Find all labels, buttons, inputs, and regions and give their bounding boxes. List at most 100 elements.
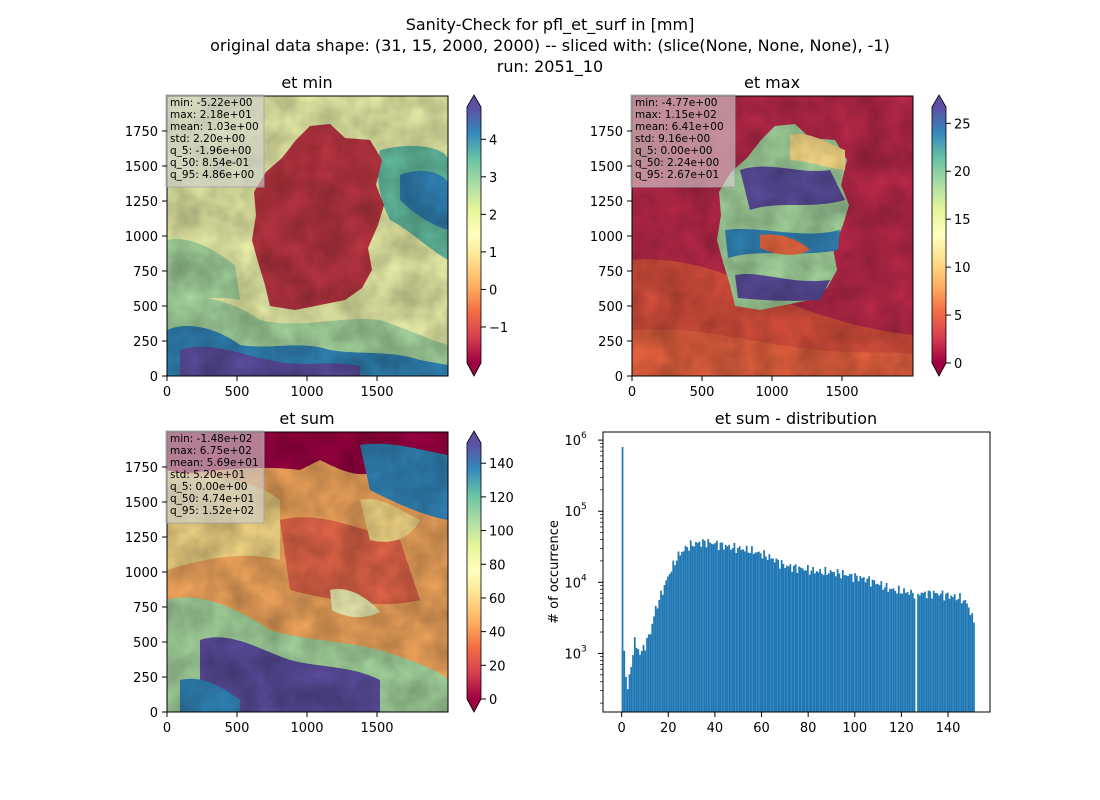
histogram-bar — [759, 553, 762, 712]
et-min-y-tick-1500: 1500 — [125, 160, 158, 175]
panel-et-max: et max min: -4.77e+00 max: 1.15e+02 mean… — [590, 73, 971, 400]
et-sum-x-ticks: 0 500 1000 1500 — [163, 712, 394, 736]
histogram-bar — [913, 598, 916, 712]
et-sum-y-ticks: 0 250 500 750 1000 1250 1500 1750 — [125, 461, 167, 721]
histogram-bar — [789, 564, 792, 712]
histogram-bar — [920, 592, 923, 712]
et-sum-x-tick-1500: 1500 — [360, 721, 393, 736]
histogram-bar — [791, 571, 794, 712]
et-max-y-tick-0: 0 — [615, 370, 623, 385]
histogram-bar — [868, 576, 870, 712]
et-min-x-tick-1000: 1000 — [290, 385, 323, 400]
histogram-bar — [880, 581, 883, 712]
histogram-bar — [955, 600, 958, 712]
histogram-bar — [854, 573, 856, 712]
histogram-bar — [806, 565, 809, 712]
histogram-bar — [878, 585, 881, 712]
histogram-bar — [707, 538, 710, 712]
colorbar-tick-label: 120 — [489, 491, 514, 506]
histogram-bar — [772, 558, 774, 712]
panel-et-sum-distribution: et sum - distribution 0 20 40 60 80 100 120 140… — [547, 409, 991, 736]
et-min-y-ticks: 0 250 500 750 1000 1250 1500 1750 — [125, 125, 167, 385]
histogram-bar — [862, 577, 865, 712]
histogram-bar — [957, 599, 960, 712]
et-max-x-tick-500: 500 — [690, 385, 715, 400]
et-sum-stat-std: std: 5.20e+01 — [170, 469, 245, 481]
histogram-bar — [938, 595, 940, 712]
histogram-bar — [675, 560, 678, 712]
histogram-bar — [882, 589, 884, 712]
histogram-bar — [836, 568, 839, 712]
colorbar-tick-label: 80 — [489, 558, 506, 573]
panel-et-sum-title: et sum — [279, 409, 334, 428]
et-min-x-tick-0: 0 — [163, 385, 171, 400]
histogram-bar — [945, 593, 947, 712]
figure-title-line-1: Sanity-Check for pfl_et_surf in [mm] — [406, 15, 695, 35]
histogram-bar — [805, 570, 807, 712]
et-sum-stat-min: min: -1.48e+02 — [170, 433, 252, 445]
histogram-bar — [717, 550, 720, 712]
colorbar-tick-label: 140 — [489, 457, 514, 472]
et-min-y-tick-1000: 1000 — [125, 230, 158, 245]
histogram-bar — [719, 542, 722, 712]
histogram-bar — [819, 568, 821, 712]
et-min-map — [167, 96, 448, 376]
et-max-x-tick-0: 0 — [628, 385, 636, 400]
histogram-bar — [908, 594, 911, 712]
colorbar-tick-label: 15 — [954, 213, 971, 228]
histogram-bar — [833, 571, 835, 712]
et-max-y-tick-500: 500 — [598, 300, 623, 315]
histogram-bar — [728, 544, 731, 712]
histogram-bar — [770, 558, 773, 712]
histogram-bar — [859, 576, 862, 712]
histogram-bar — [918, 595, 921, 712]
histogram-bar — [911, 592, 914, 712]
histogram-bar — [871, 579, 874, 712]
histogram-bar — [754, 552, 757, 712]
histogram-bar — [691, 545, 694, 712]
et-max-colorbar — [931, 94, 947, 377]
et-max-stat-min: min: -4.77e+00 — [635, 97, 717, 109]
histogram-bar — [794, 564, 797, 712]
histogram-y-tick-label: 10 — [564, 647, 581, 662]
histogram-bar — [735, 552, 738, 712]
et-max-x-tick-1000: 1000 — [755, 385, 788, 400]
histogram-bar — [904, 592, 907, 712]
histogram-bar — [654, 605, 657, 712]
histogram-bar — [894, 590, 897, 712]
et-sum-x-tick-500: 500 — [225, 721, 250, 736]
histogram-bar — [663, 585, 666, 712]
histogram-bar — [798, 566, 800, 712]
colorbar-tick-label: 1 — [489, 246, 497, 261]
histogram-bar — [684, 545, 687, 712]
et-min-stat-min: min: -5.22e+00 — [170, 97, 252, 109]
et-min-stat-q50: q_50: 8.54e-01 — [170, 157, 249, 169]
histogram-bar — [876, 583, 879, 712]
et-min-stat-std: std: 2.20e+00 — [170, 133, 245, 145]
histogram-bar — [848, 574, 851, 712]
colorbar-tick-label: 3 — [489, 171, 497, 186]
histogram-bar — [742, 549, 745, 712]
panel-et-sum: et sum min: -1.48e+02 max: 6.75e+02 mean… — [125, 409, 514, 736]
histogram-bar — [873, 580, 876, 712]
histogram-x-tick-label: 100 — [842, 721, 867, 736]
et-min-y-tick-750: 750 — [133, 265, 158, 280]
histogram-bar — [765, 556, 767, 712]
histogram-bar — [709, 542, 711, 712]
histogram-bar — [737, 547, 739, 712]
histogram-bar — [820, 573, 823, 712]
et-max-y-ticks: 0 250 500 750 1000 1250 1500 1750 — [590, 125, 632, 385]
et-max-stat-q5: q_5: 0.00e+00 — [635, 145, 712, 157]
histogram-bar — [929, 591, 932, 712]
histogram-bar — [866, 578, 869, 712]
et-min-y-tick-1250: 1250 — [125, 195, 158, 210]
et-max-y-tick-1500: 1500 — [590, 160, 623, 175]
histogram-bar — [799, 567, 802, 712]
histogram-bar — [925, 598, 928, 712]
histogram-x-tick-label: 140 — [936, 721, 961, 736]
histogram-bar — [751, 546, 753, 712]
histogram-x-tick-label: 0 — [618, 721, 626, 736]
et-max-y-tick-1250: 1250 — [590, 195, 623, 210]
